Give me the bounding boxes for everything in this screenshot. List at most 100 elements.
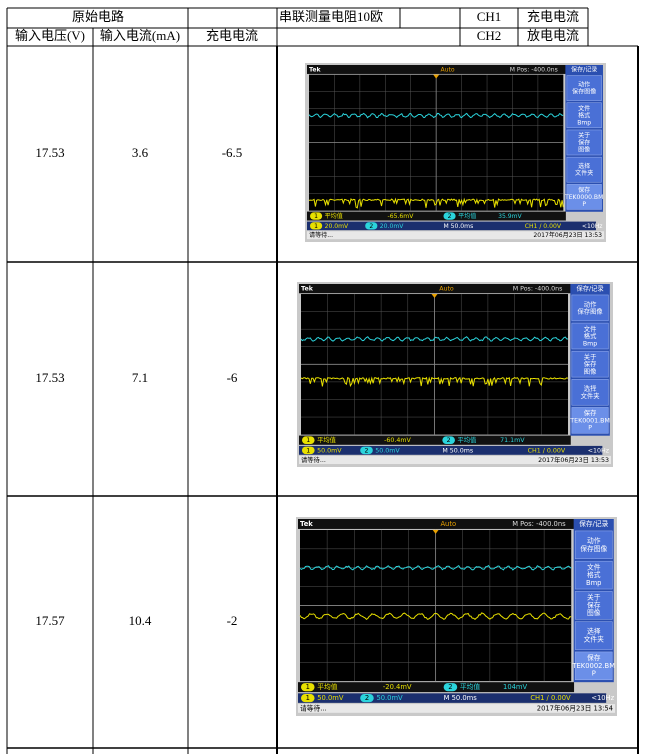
cell-text: 17.53 xyxy=(35,145,64,160)
menu-button-text: 文件 xyxy=(578,104,590,112)
measure-label: 平均值 xyxy=(325,212,343,220)
column-header: 输入电流(mA) xyxy=(100,28,180,43)
channel-number: 2 xyxy=(447,437,451,444)
ch2-trace xyxy=(308,112,564,119)
menu-button-text: P xyxy=(592,670,596,678)
menu-button-text: 关于 xyxy=(584,352,597,361)
menu-button-text: TEK0002.BM xyxy=(571,662,615,670)
brand: Tek xyxy=(300,520,313,528)
menu-button-text: Bmp xyxy=(586,579,602,587)
menu-button[interactable] xyxy=(566,102,602,129)
trigger-freq: <10Hz xyxy=(582,223,603,230)
cell-text: 7.1 xyxy=(132,370,148,385)
menu-button-text: 保存 xyxy=(578,138,590,146)
channel-number: 1 xyxy=(314,213,318,220)
menu-button-text: 动作 xyxy=(587,536,601,545)
channel-badge xyxy=(301,683,315,692)
trigger-mode: Auto xyxy=(440,66,454,73)
measure-row xyxy=(299,435,571,445)
menu-button-text: 保存图像 xyxy=(580,544,607,553)
menu-button[interactable] xyxy=(571,379,609,406)
ch1-trace xyxy=(299,612,572,620)
menu-button-text: 保存 xyxy=(578,186,590,194)
channel-badge xyxy=(442,436,455,444)
ch1-measure: -60.4mV xyxy=(384,437,411,444)
menu-button-text: 选择 xyxy=(587,627,601,636)
channel-badge xyxy=(310,222,323,230)
cell-text: -6 xyxy=(227,370,238,385)
status: 请等待... xyxy=(309,231,333,239)
menu-button-text: 保存 xyxy=(587,600,601,609)
menu-button[interactable] xyxy=(574,621,613,650)
menu-button-text: 关于 xyxy=(578,131,590,139)
scale-row xyxy=(298,693,607,703)
timebase: M 50.0ms xyxy=(444,694,478,702)
menu-button[interactable] xyxy=(574,530,613,560)
scale-row xyxy=(299,445,603,455)
position: M Pos: -400.0ns xyxy=(510,66,558,73)
channel-badge xyxy=(443,212,456,220)
trigger-marker xyxy=(432,529,439,534)
top-bar xyxy=(298,519,575,529)
ch2-measure: 104mV xyxy=(503,683,527,691)
channel-number: 2 xyxy=(448,683,452,691)
menu-button-text: P xyxy=(582,201,586,208)
menu-button-text: 格式 xyxy=(584,331,597,340)
menu-button-text: 保存 xyxy=(587,653,601,662)
cell-text: 3.6 xyxy=(132,145,149,160)
menu-button-text: Bmp xyxy=(583,340,597,347)
menu-button[interactable] xyxy=(574,651,613,681)
menu-button[interactable] xyxy=(571,407,609,434)
menu-button-text: 文件夹 xyxy=(584,634,605,643)
menu-button[interactable] xyxy=(571,322,609,350)
cell-text: 10.4 xyxy=(129,613,152,628)
scale-row xyxy=(307,221,596,231)
menu-button-text: TEK0001.BM xyxy=(569,417,610,424)
menu-button[interactable] xyxy=(574,560,613,590)
menu-button[interactable] xyxy=(566,156,602,183)
menu-button[interactable] xyxy=(571,294,609,322)
position: M Pos: -400.0ns xyxy=(512,520,566,528)
position: M Pos: -400.0ns xyxy=(513,286,563,293)
cell-text: 原始电路 xyxy=(72,9,124,24)
cell-text: CH2 xyxy=(477,28,502,43)
menu-button-text: 保存图像 xyxy=(578,307,604,316)
cell-text: 17.57 xyxy=(35,613,65,628)
cell-text: CH1 xyxy=(477,9,502,24)
channel-badge xyxy=(443,683,458,692)
menu-button-text: P xyxy=(588,425,592,432)
menu-button-text: 格式 xyxy=(587,570,601,579)
measure-label: 平均值 xyxy=(458,212,476,220)
top-bar xyxy=(307,65,566,74)
menu-button-text: Bmp xyxy=(577,119,591,126)
channel-number: 1 xyxy=(306,694,310,702)
column-header: 充电电流 xyxy=(206,28,258,43)
menu-button[interactable] xyxy=(566,184,602,210)
channel-number: 2 xyxy=(448,213,452,220)
timestamp: 2017年06月23日 13:54 xyxy=(537,703,613,712)
ch1-trace xyxy=(300,376,569,388)
status-row xyxy=(298,704,615,713)
menu-button[interactable] xyxy=(566,129,602,156)
menu-title: 保存/记录 xyxy=(571,65,597,73)
oscilloscope-screenshot: Tek Auto M Pos: -400.0ns 保存/记录动作保存图像文件格式Bmp… xyxy=(296,517,617,716)
menu-title: 保存/记录 xyxy=(576,284,603,293)
trigger: CH1 / 0.00V xyxy=(525,223,562,230)
trigger-marker xyxy=(433,74,440,79)
timestamp: 2017年06月23日 13:53 xyxy=(538,455,609,464)
ch1-scale: 50.0mV xyxy=(317,447,342,454)
measure-label: 平均值 xyxy=(460,682,481,691)
menu-button[interactable] xyxy=(566,75,602,101)
menu-button[interactable] xyxy=(574,591,613,620)
menu-button[interactable] xyxy=(571,350,609,378)
top-bar xyxy=(299,284,571,294)
ch2-trace xyxy=(300,336,569,342)
column-header: 输入电压(V) xyxy=(15,28,85,43)
channel-badge xyxy=(302,446,315,455)
channel-badge xyxy=(360,694,374,703)
cell-text: -2 xyxy=(227,613,238,628)
trigger-mode: Auto xyxy=(440,520,456,528)
ch1-trace xyxy=(308,197,564,209)
trigger-freq: <10Hz xyxy=(588,447,610,454)
channel-badge xyxy=(310,212,323,220)
